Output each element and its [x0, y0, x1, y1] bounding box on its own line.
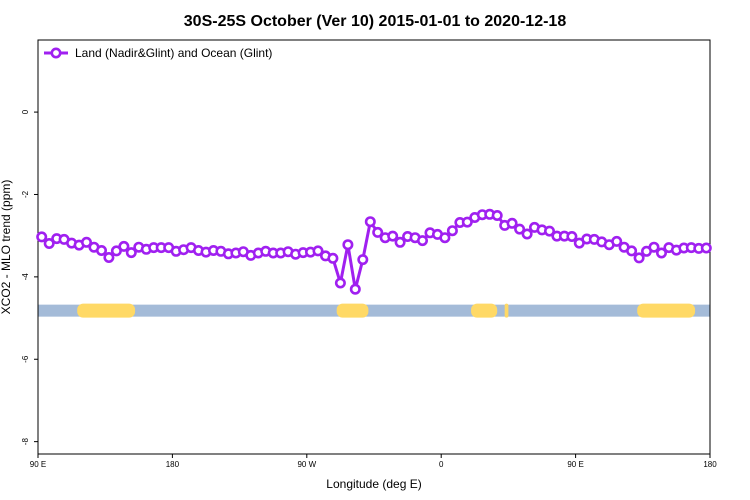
legend-marker: [50, 47, 62, 59]
x-axis-label: Longitude (deg E): [326, 477, 421, 491]
data-point: [125, 247, 137, 259]
data-point: [700, 242, 712, 254]
x-tick-label: 90 E: [567, 460, 583, 469]
data-point: [506, 217, 518, 229]
data-point: [110, 245, 122, 257]
y-tick-label: -8: [21, 438, 30, 446]
band-highlight-1: [336, 303, 369, 318]
legend-label: Land (Nadir&Glint) and Ocean (Glint): [75, 46, 272, 60]
data-point: [364, 216, 376, 228]
data-point: [491, 210, 503, 222]
y-axis: 0 -2 -4 -6 -8: [21, 109, 38, 445]
band-highlight-3: [504, 303, 509, 318]
y-tick-label: 0: [21, 109, 30, 114]
data-point: [342, 239, 354, 251]
x-tick-label: 180: [166, 460, 180, 469]
data-point: [357, 254, 369, 266]
y-tick-label: -4: [21, 273, 30, 281]
data-point: [394, 236, 406, 248]
x-tick-label: 90 E: [30, 460, 46, 469]
data-point: [36, 231, 48, 243]
data-point: [349, 283, 361, 295]
data-point: [521, 228, 533, 240]
x-tick-label: 180: [703, 460, 717, 469]
data-point: [81, 236, 93, 248]
data-point: [387, 230, 399, 242]
data-point: [118, 240, 130, 252]
x-tick-label: 90 W: [297, 460, 316, 469]
data-point: [611, 235, 623, 247]
y-tick-label: -6: [21, 355, 30, 363]
data-point: [566, 231, 578, 243]
data-point: [103, 252, 115, 264]
data-point: [446, 225, 458, 237]
data-band: [38, 303, 710, 318]
data-point: [543, 225, 555, 237]
band-highlight-2: [471, 303, 498, 318]
data-point: [334, 277, 346, 289]
data-point: [655, 247, 667, 259]
legend: Land (Nadir&Glint) and Ocean (Glint): [44, 46, 272, 60]
data-point: [439, 232, 451, 244]
data-point: [416, 235, 428, 247]
band-base: [38, 304, 710, 317]
data-point: [96, 245, 108, 257]
data-point: [633, 252, 645, 264]
data-point: [327, 252, 339, 264]
data-point: [372, 226, 384, 238]
data-point: [461, 216, 473, 228]
data-point: [43, 238, 55, 250]
band-highlight-0: [77, 303, 136, 318]
x-axis: 90 E 180 90 W 0 90 E 180: [30, 454, 717, 469]
data-point: [312, 245, 324, 257]
series-line-layer: [36, 208, 712, 295]
band-highlight-4: [637, 303, 696, 318]
x-tick-label: 0: [439, 460, 444, 469]
data-point: [514, 223, 526, 235]
y-tick-label: -2: [21, 190, 30, 198]
data-point: [648, 241, 660, 253]
data-point: [626, 245, 638, 257]
chart-title: 30S-25S October (Ver 10) 2015-01-01 to 2…: [184, 13, 567, 30]
y-axis-label: XCO2 - MLO trend (ppm): [0, 180, 13, 315]
